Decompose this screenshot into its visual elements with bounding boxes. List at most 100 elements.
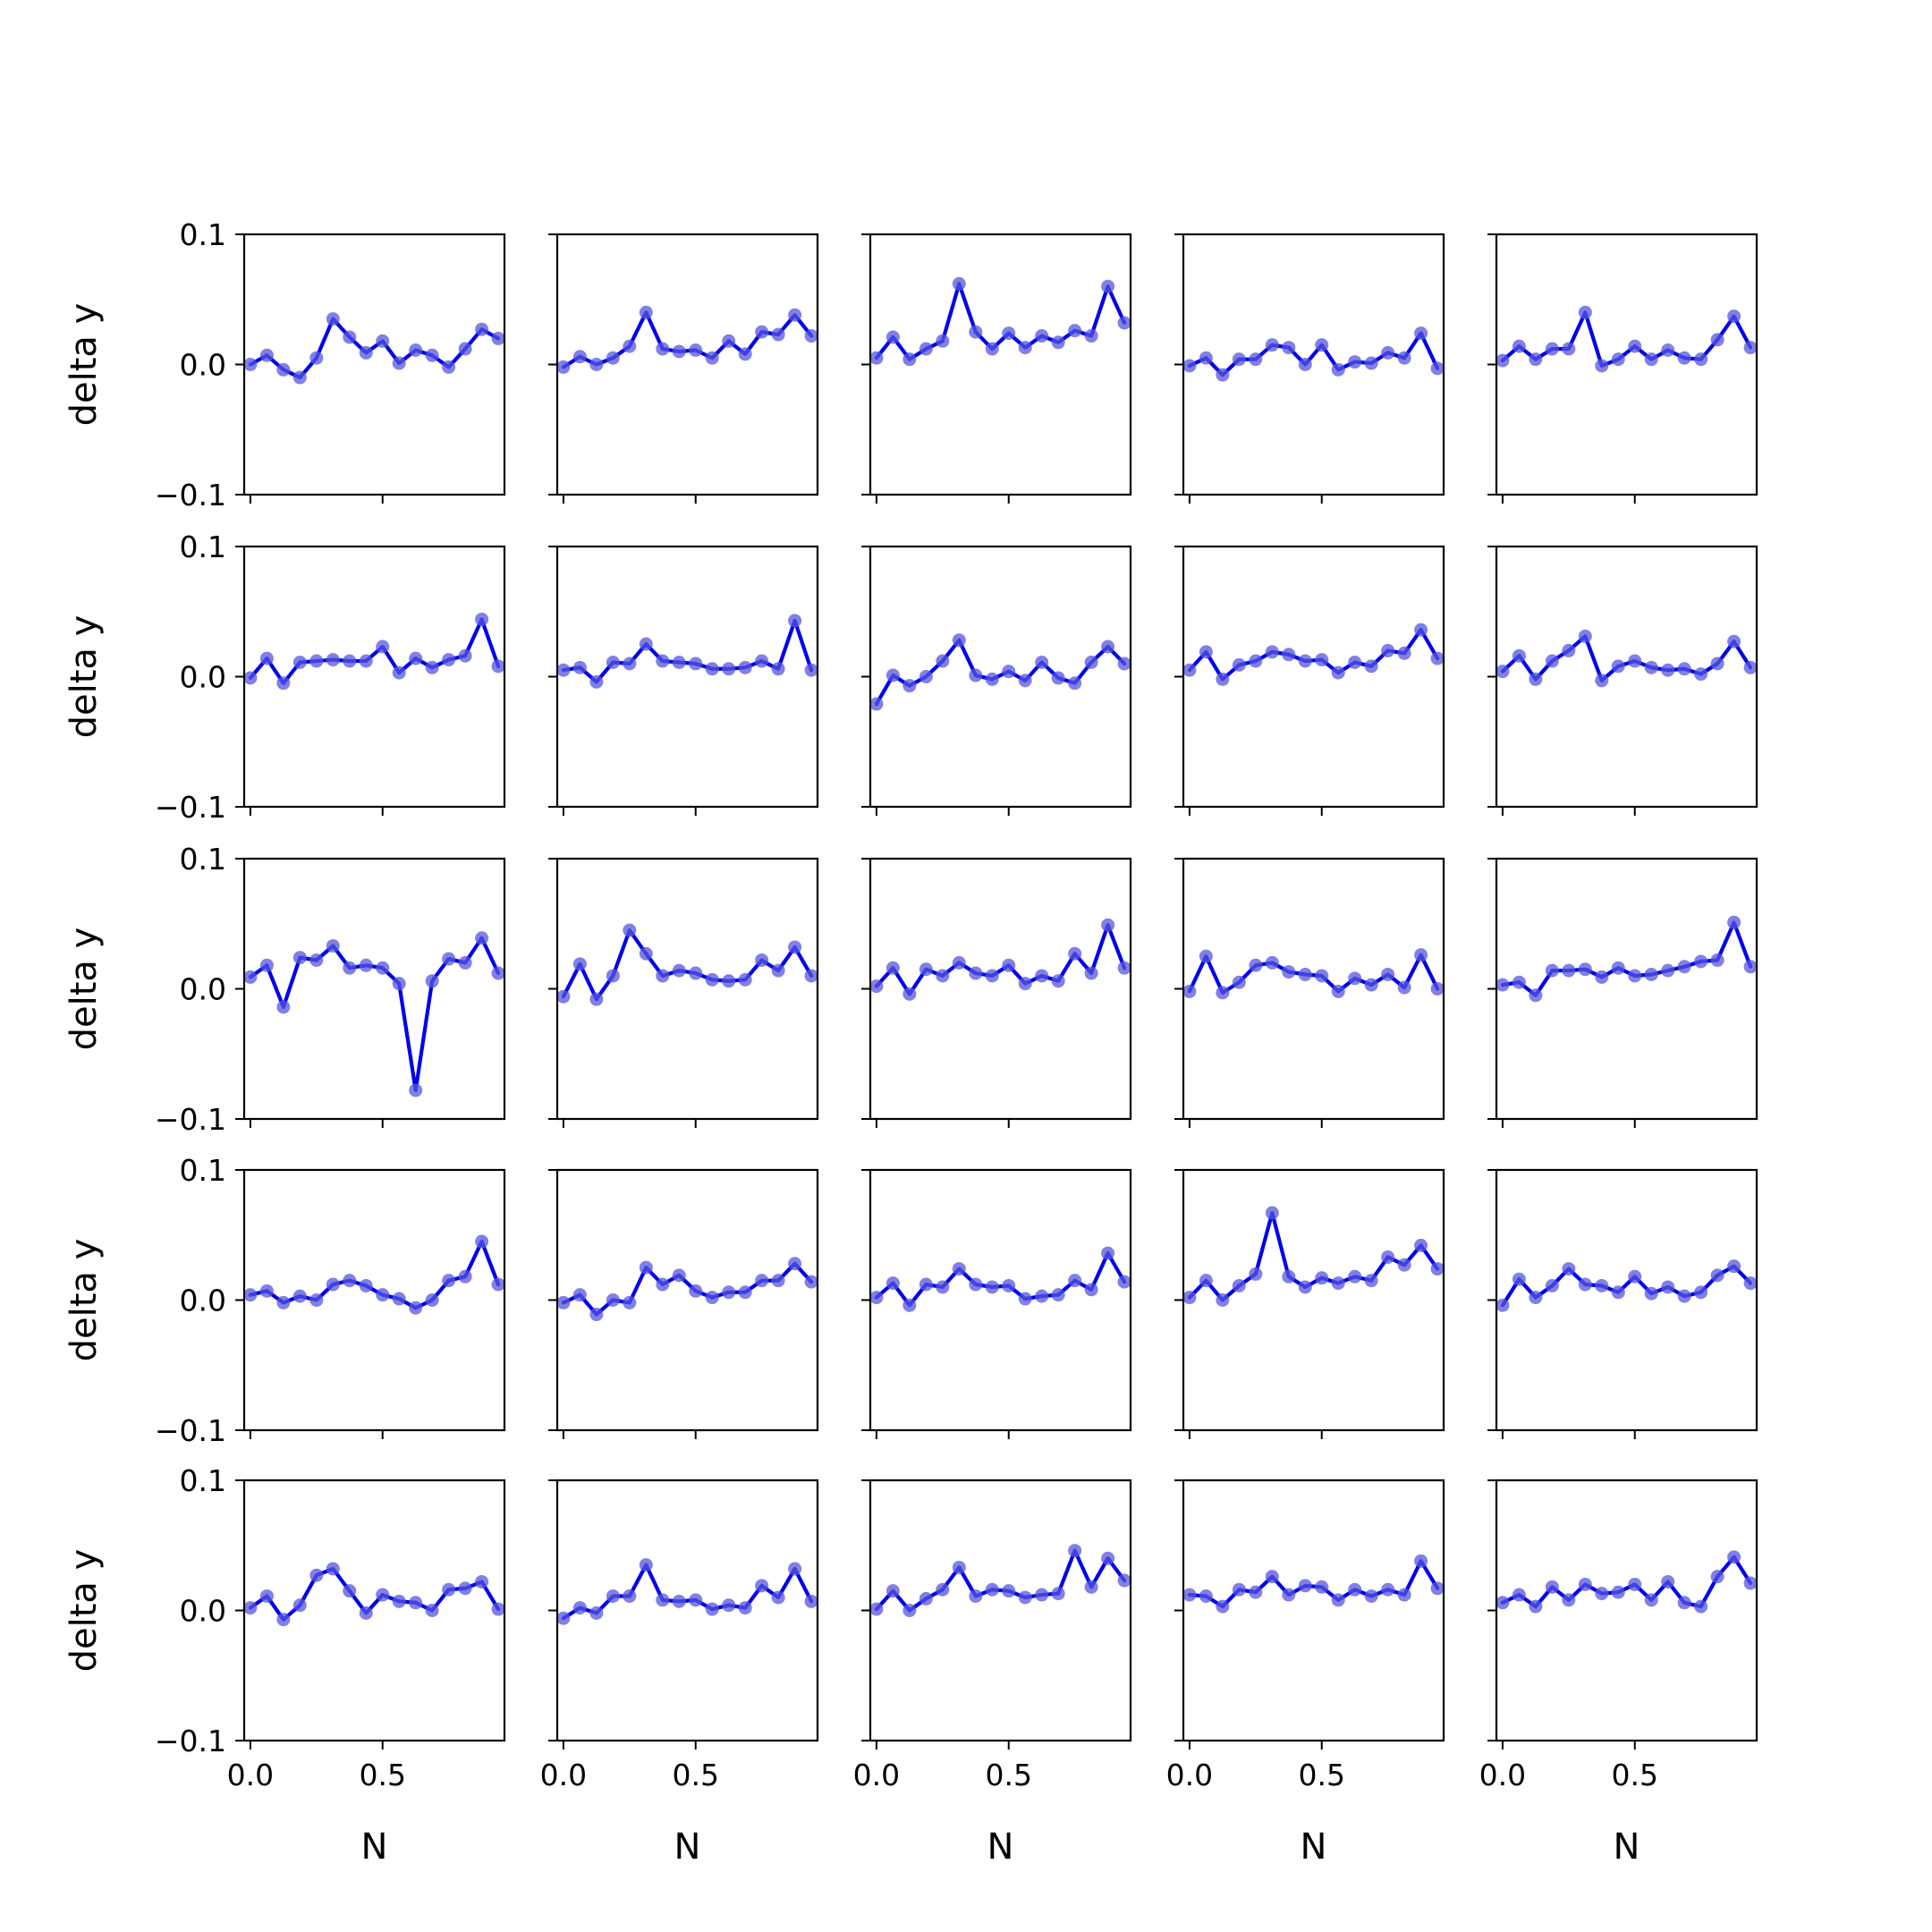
panel-r5-c2-xlabel: N: [674, 1826, 701, 1868]
panel-r2-c2-point-5: [639, 637, 653, 651]
panel-r2-c3-point-2: [902, 679, 917, 693]
panel-r4-c4-point-10: [1348, 1269, 1362, 1284]
panel-r2-c4-point-14: [1414, 623, 1428, 637]
panel-r3-c2-point-13: [771, 963, 785, 978]
panel-r5-c1-ytick-label-1: 0.0: [180, 1594, 226, 1629]
panel-r4-c5-point-14: [1727, 1259, 1741, 1274]
panel-r1-c5-point-15: [1743, 341, 1758, 355]
panel-r2-c4-point-12: [1381, 643, 1395, 657]
panel-r5-c1-point-11: [425, 1604, 439, 1617]
panel-r4-c1-series-line: [248, 1239, 501, 1310]
panel-r1-c1-point-5: [326, 312, 340, 326]
panel-r1-c5-point-2: [1529, 352, 1543, 367]
panel-r5-c1-point-4: [309, 1568, 324, 1582]
panel-r5-c2-point-12: [755, 1579, 769, 1593]
panel-r3-c1-point-4: [309, 953, 324, 967]
panel-r3-c3-point-15: [1117, 961, 1131, 975]
panel-r3-c2-point-6: [656, 969, 670, 983]
panel-r3-c3-point-8: [1002, 958, 1016, 972]
panel-r5-c2-point-0: [556, 1611, 571, 1625]
panel-r1-c1-ytick-label-2: 0.1: [180, 217, 226, 252]
panel-r4-c2-point-10: [722, 1285, 736, 1300]
panel-r4-c3-point-5: [952, 1262, 966, 1276]
panel-r5-c3-point-5: [952, 1560, 966, 1574]
panel-r2-c1-point-0: [243, 671, 258, 685]
panel-r2-c2-point-0: [556, 663, 571, 677]
panel-r5-c2-point-2: [589, 1606, 604, 1620]
panel-r1-c4-series-line: [1187, 331, 1440, 377]
panel-r2-c2-point-10: [722, 662, 736, 676]
panel-r3-c1-point-1: [259, 958, 274, 972]
panel-r2-c5-point-10: [1661, 663, 1675, 677]
panel-r3-c5-point-1: [1512, 975, 1526, 989]
panel-r3-c4-point-6: [1282, 965, 1296, 979]
panel-r5-c1-series-line: [248, 1566, 501, 1622]
panel-r2-c2-point-2: [589, 674, 604, 689]
panel-r1-c2-point-5: [639, 305, 653, 319]
panel-r1-c2-point-11: [738, 347, 752, 361]
panel-r1-c4-point-11: [1364, 356, 1378, 370]
panel-r1-c5-point-10: [1661, 343, 1675, 357]
panel-r4-c3-point-2: [902, 1298, 917, 1312]
panel-r5-c4-point-8: [1315, 1580, 1329, 1594]
panel-r3-c5-point-14: [1727, 915, 1741, 929]
panel-r4-c4-point-11: [1364, 1274, 1378, 1288]
panel-r5-c2-point-11: [738, 1601, 752, 1615]
panel-r1-c3: [861, 233, 1132, 504]
panel-r1-c3-point-10: [1035, 328, 1049, 343]
panel-r2-c2-point-1: [572, 660, 587, 674]
panel-r4-c2-point-9: [705, 1291, 719, 1305]
panel-r4-c2-series-line: [561, 1261, 814, 1317]
panel-r5-c1-xtick-label-0: 0.0: [227, 1758, 274, 1792]
panel-r4-c5-point-9: [1644, 1286, 1658, 1301]
panel-r1-c2-series-line: [561, 310, 814, 369]
panel-r3-c1-ytick-label-0: −0.1: [155, 1102, 226, 1137]
panel-r1-c3-point-2: [902, 352, 917, 367]
panel-r1-c5-point-11: [1677, 351, 1691, 365]
panel-r5-c1-xtick-label-1: 0.5: [359, 1758, 405, 1792]
panel-r3-c3-point-14: [1101, 918, 1115, 932]
panel-r1-c1-series-line: [248, 317, 501, 380]
panel-r4-c1-point-11: [425, 1293, 439, 1307]
panel-r3-c3-point-7: [985, 969, 999, 983]
panel-r3-c3-point-1: [886, 961, 900, 975]
panel-r2-c5-point-4: [1562, 643, 1576, 657]
panel-r3-c1-axes-frame: [242, 857, 506, 1121]
panel-r2-c1-ytick-label-0: −0.1: [155, 790, 226, 825]
panel-r1-c5-point-8: [1628, 339, 1642, 353]
panel-r5-c3-point-1: [886, 1584, 900, 1598]
panel-r4-c4-point-13: [1397, 1258, 1411, 1272]
panel-r4-c1-point-1: [259, 1284, 274, 1298]
panel-r5-c5-point-12: [1694, 1599, 1708, 1614]
panel-r4-c4-point-14: [1414, 1238, 1428, 1252]
panel-r5-c1-ytick-label-2: 0.1: [180, 1463, 226, 1498]
panel-r5-c1-point-10: [409, 1596, 423, 1610]
panel-r5-c4-point-15: [1430, 1581, 1445, 1596]
panel-r3-c3-point-2: [902, 987, 917, 1001]
panel-r4-c1-point-10: [409, 1301, 423, 1315]
panel-r5-c3-point-6: [969, 1589, 983, 1603]
panel-r3-c1-point-10: [409, 1083, 423, 1097]
panel-r2-c4-point-10: [1348, 656, 1362, 669]
panel-r4-c1-point-4: [309, 1293, 324, 1307]
panel-r5-c3: 0.0 0.5 N: [853, 1479, 1132, 1868]
panel-r2-c3-point-9: [1018, 674, 1032, 688]
panel-r4-c1-point-12: [442, 1274, 456, 1288]
panel-r4-c3-point-8: [1002, 1278, 1016, 1292]
panel-r4-c5-point-8: [1628, 1269, 1642, 1284]
panel-r2-c1-point-15: [491, 659, 505, 674]
panel-r5-c5-point-2: [1529, 1599, 1543, 1614]
panel-r4-c4-point-12: [1381, 1250, 1395, 1264]
panel-r5-c5-point-15: [1743, 1576, 1758, 1590]
panel-r5-c3-point-14: [1101, 1551, 1115, 1565]
panel-r2-c3-point-14: [1101, 640, 1115, 654]
panel-r4-c5-point-15: [1743, 1276, 1758, 1291]
panel-r5-c4-point-5: [1265, 1570, 1279, 1584]
panel-r4-c4-point-1: [1199, 1274, 1213, 1288]
panel-r3-c2-point-12: [755, 953, 769, 967]
panel-r5-c1-point-6: [343, 1584, 357, 1598]
panel-r1-c2-point-7: [672, 344, 686, 359]
panel-r3-c1-ylabel: delta y: [64, 928, 105, 1051]
panel-r4-c3-point-0: [869, 1291, 884, 1305]
panel-r1-c5-point-3: [1545, 342, 1559, 356]
